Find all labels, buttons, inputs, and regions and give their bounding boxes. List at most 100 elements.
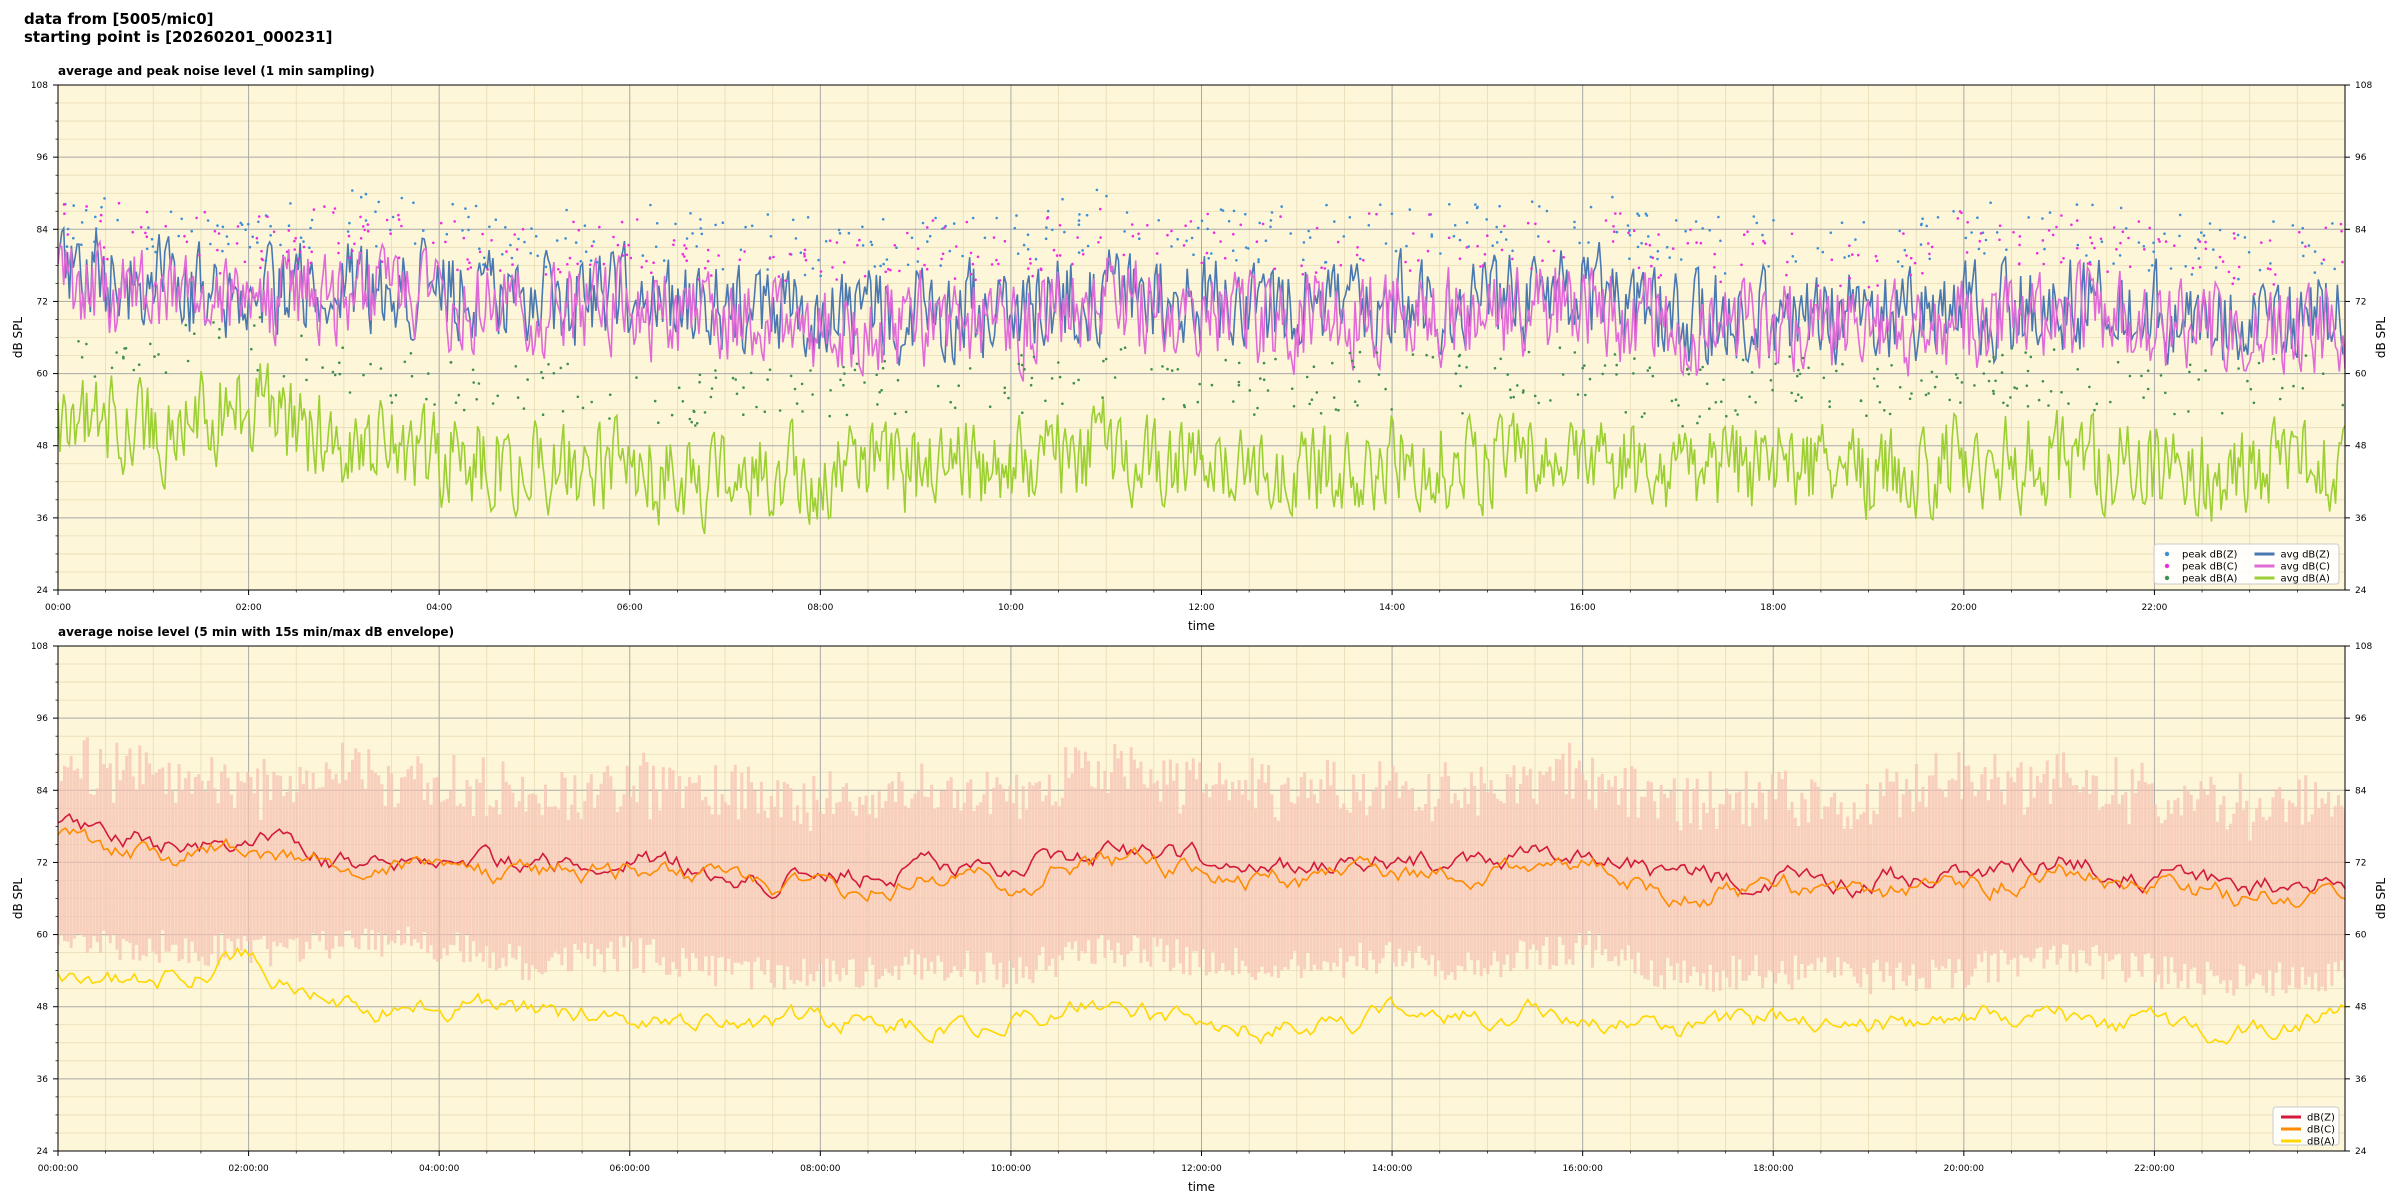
- data-point: [400, 196, 404, 200]
- data-point: [2227, 270, 2231, 274]
- data-point: [467, 228, 470, 232]
- data-point: [1633, 357, 1636, 360]
- data-point: [2128, 374, 2132, 378]
- data-point: [251, 235, 254, 239]
- data-point: [1458, 353, 1462, 357]
- data-point: [333, 207, 337, 210]
- data-point: [2067, 402, 2070, 405]
- data-point: [488, 225, 491, 229]
- data-point: [206, 219, 210, 222]
- data-point: [400, 224, 403, 228]
- data-point: [971, 262, 975, 266]
- data-point: [385, 218, 389, 222]
- data-point: [1992, 389, 1995, 393]
- data-point: [1474, 203, 1477, 206]
- data-point: [657, 421, 660, 425]
- data-point: [147, 226, 150, 229]
- data-point: [2086, 262, 2090, 265]
- data-point: [366, 229, 370, 233]
- data-point: [1573, 351, 1577, 354]
- data-point: [514, 365, 518, 368]
- data-point: [1113, 376, 1117, 379]
- legend-box: [2153, 543, 2340, 585]
- data-point: [257, 215, 261, 218]
- data-point: [2048, 211, 2052, 214]
- data-point: [1351, 359, 1354, 363]
- data-point: [390, 401, 394, 404]
- data-point: [302, 240, 305, 243]
- data-point: [456, 268, 459, 272]
- data-point: [948, 249, 952, 253]
- data-point: [1632, 229, 1636, 232]
- data-point: [1829, 231, 1833, 234]
- data-point: [397, 256, 401, 260]
- data-point: [1687, 372, 1691, 376]
- legend-label: peak dB(Z): [2182, 550, 2238, 561]
- data-point: [2236, 233, 2240, 237]
- data-point: [1628, 233, 1632, 237]
- data-point: [2026, 369, 2030, 373]
- data-point: [1104, 357, 1108, 361]
- data-point: [1902, 232, 1905, 235]
- data-point: [364, 219, 368, 222]
- data-point: [353, 242, 356, 246]
- data-point: [2302, 254, 2305, 258]
- data-point: [1290, 387, 1294, 391]
- data-point: [397, 213, 400, 217]
- data-point: [1485, 218, 1488, 221]
- data-point: [2042, 262, 2045, 266]
- data-point: [2049, 390, 2053, 393]
- x-tick-label: 10:00: [998, 603, 1024, 613]
- data-point: [672, 243, 675, 246]
- data-point: [494, 218, 498, 221]
- data-point: [1125, 211, 1129, 214]
- data-point: [806, 216, 810, 219]
- data-point: [1640, 241, 1643, 245]
- data-point: [1239, 223, 1242, 227]
- data-point: [955, 245, 958, 248]
- data-point: [1319, 412, 1323, 415]
- data-point: [285, 250, 289, 254]
- data-point: [734, 378, 737, 381]
- data-point: [803, 248, 807, 252]
- data-point: [2148, 226, 2151, 230]
- data-point: [1526, 221, 1530, 225]
- data-point: [2121, 230, 2125, 233]
- data-point: [1910, 392, 1913, 395]
- data-point: [2249, 387, 2253, 391]
- data-point: [2099, 237, 2103, 241]
- data-point: [1547, 240, 1550, 243]
- data-point: [983, 236, 987, 240]
- data-point: [2231, 282, 2234, 286]
- data-point: [889, 268, 892, 272]
- data-point: [655, 222, 659, 225]
- data-point: [305, 378, 308, 382]
- data-point: [454, 401, 458, 405]
- data-point: [1390, 212, 1394, 216]
- data-point: [2119, 206, 2123, 210]
- data-point: [1530, 200, 1534, 203]
- data-point: [100, 205, 103, 209]
- data-point: [2002, 401, 2005, 405]
- data-point: [1689, 228, 1692, 232]
- data-point: [2173, 412, 2176, 416]
- data-point: [1503, 224, 1506, 228]
- data-point: [1273, 267, 1277, 271]
- data-point: [1920, 222, 1923, 226]
- data-point: [145, 247, 149, 251]
- data-point: [1337, 408, 1340, 412]
- data-point: [1342, 235, 1346, 238]
- data-point: [876, 403, 879, 406]
- data-point: [1185, 239, 1188, 243]
- data-point: [1232, 209, 1236, 213]
- data-point: [2164, 391, 2167, 395]
- data-point: [1632, 372, 1635, 375]
- y-tick-label-left: 108: [31, 642, 48, 652]
- data-point: [1533, 394, 1537, 398]
- data-point: [397, 218, 401, 221]
- data-point: [1044, 399, 1047, 403]
- data-point: [66, 227, 70, 231]
- data-point: [1020, 363, 1024, 367]
- data-point: [1909, 256, 1913, 260]
- data-point: [544, 273, 548, 276]
